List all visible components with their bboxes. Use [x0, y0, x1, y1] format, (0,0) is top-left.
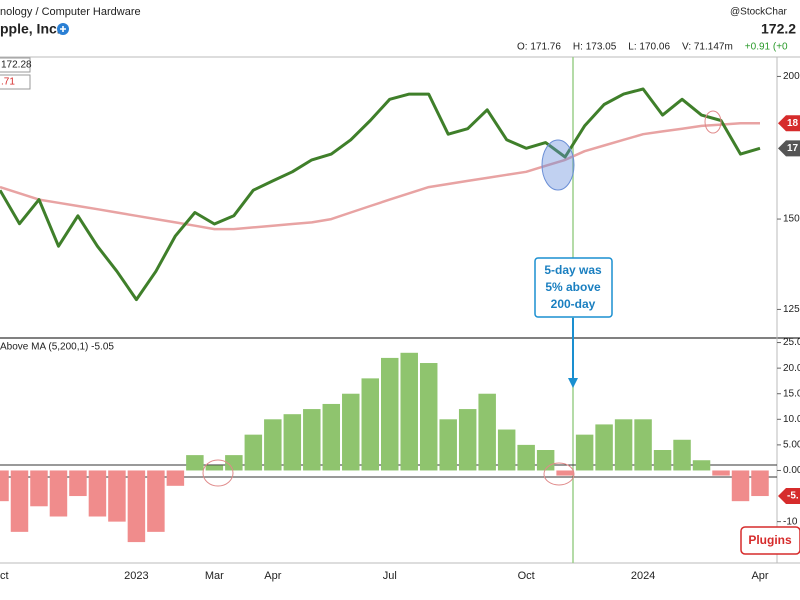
ohlc-value: V: 71.147m: [682, 42, 733, 53]
bar: [88, 470, 107, 517]
price-tag-label: 17: [787, 143, 799, 154]
bar: [225, 455, 243, 471]
price-tag: [0, 74, 31, 90]
y-tick-label: 5.00: [783, 440, 800, 451]
annotation: 200-day: [551, 297, 596, 311]
bar: [751, 470, 769, 497]
bar: [10, 470, 29, 532]
x-tick-label: Mar: [205, 570, 224, 582]
bar: [205, 465, 224, 471]
brand: @StockChar: [730, 7, 788, 18]
bar: [166, 470, 185, 486]
ohlc-value: H: 173.05: [573, 42, 617, 53]
annotation: 5% above: [545, 280, 601, 294]
bar: [303, 409, 321, 471]
y-tick-label: -10: [783, 516, 798, 527]
plugins-label: Plugins: [748, 533, 792, 547]
company-name: pple, Inc.: [0, 21, 61, 37]
annotation-arrowhead: [568, 378, 578, 388]
x-tick-label: Oct: [518, 570, 535, 582]
bar: [419, 363, 438, 471]
y-tick-label: 150: [783, 214, 800, 225]
series-line: [0, 121, 760, 231]
bar: [536, 450, 555, 471]
bar: [127, 470, 146, 543]
y-tick-label: 10.0: [783, 414, 800, 425]
y-tick-label: 125: [783, 304, 800, 315]
bar: [595, 424, 613, 471]
bar: [692, 460, 711, 471]
highlight: [202, 459, 234, 487]
highlight: [541, 139, 575, 191]
bar: [712, 470, 730, 476]
bar: [653, 450, 672, 471]
sector: nology / Computer Hardware: [0, 6, 141, 18]
bar: [400, 352, 418, 471]
price-tag: [778, 115, 800, 132]
annotation: 5-day was: [544, 263, 602, 277]
x-tick-label: Apr: [264, 570, 281, 582]
bar: [439, 419, 457, 471]
highlight: [543, 462, 575, 486]
x-tick-label: 2023: [124, 570, 148, 582]
add-icon-plus: [60, 26, 66, 32]
y-tick-label: 25.00: [783, 337, 800, 348]
bar: [731, 470, 750, 502]
bar: [264, 419, 282, 471]
series-line: [0, 87, 761, 302]
price-tag-label: -5.: [787, 491, 799, 502]
bar: [556, 470, 574, 476]
x-tick-label: Oct: [0, 570, 9, 582]
y-tick-label: 15.0: [783, 388, 800, 399]
bar: [575, 434, 594, 471]
highlight: [704, 110, 722, 134]
x-tick-label: 2024: [631, 570, 655, 582]
bar: [283, 414, 302, 471]
x-tick-label: Apr: [751, 570, 768, 582]
bar: [244, 434, 263, 471]
bar: [478, 393, 496, 471]
bar: [497, 429, 516, 471]
bar: [69, 470, 87, 497]
bar: [458, 409, 477, 471]
price-tag-label: .71: [1, 77, 15, 88]
bar: [614, 419, 633, 471]
bar: [361, 378, 379, 471]
bar: [108, 470, 126, 522]
bar: [634, 419, 652, 471]
ohlc: O: 171.76 H: 173.05 L: 170.06 V: 71.147m +0.…: [517, 42, 788, 53]
bar: [673, 439, 691, 471]
price-tag: [0, 57, 31, 73]
bar: [342, 393, 360, 471]
price-tag: [778, 140, 800, 157]
last-price: 172.2: [761, 21, 796, 37]
price-tag-label: 172.28: [1, 60, 32, 71]
bar: [147, 470, 165, 532]
bar: [322, 403, 341, 471]
bar: [30, 470, 48, 507]
x-tick-label: Jul: [383, 570, 397, 582]
panel-title: Above MA (5,200,1) -5.05: [0, 342, 114, 353]
bar: [49, 470, 68, 517]
y-tick-label: 0.00: [783, 465, 800, 476]
change: +0.91 (+0: [745, 42, 788, 53]
ohlc-value: L: 170.06: [628, 42, 670, 53]
price-tag-label: 18: [787, 118, 799, 129]
bar: [517, 444, 535, 471]
ohlc-value: O: 171.76: [517, 42, 561, 53]
annotation-box: [534, 257, 613, 318]
bar: [381, 357, 399, 471]
bar: [0, 470, 9, 502]
plugins-button[interactable]: [740, 526, 800, 555]
y-tick-label: 20.0: [783, 363, 800, 374]
price-tag: [778, 488, 800, 505]
y-tick-label: 200: [783, 71, 800, 82]
bar: [186, 455, 204, 471]
